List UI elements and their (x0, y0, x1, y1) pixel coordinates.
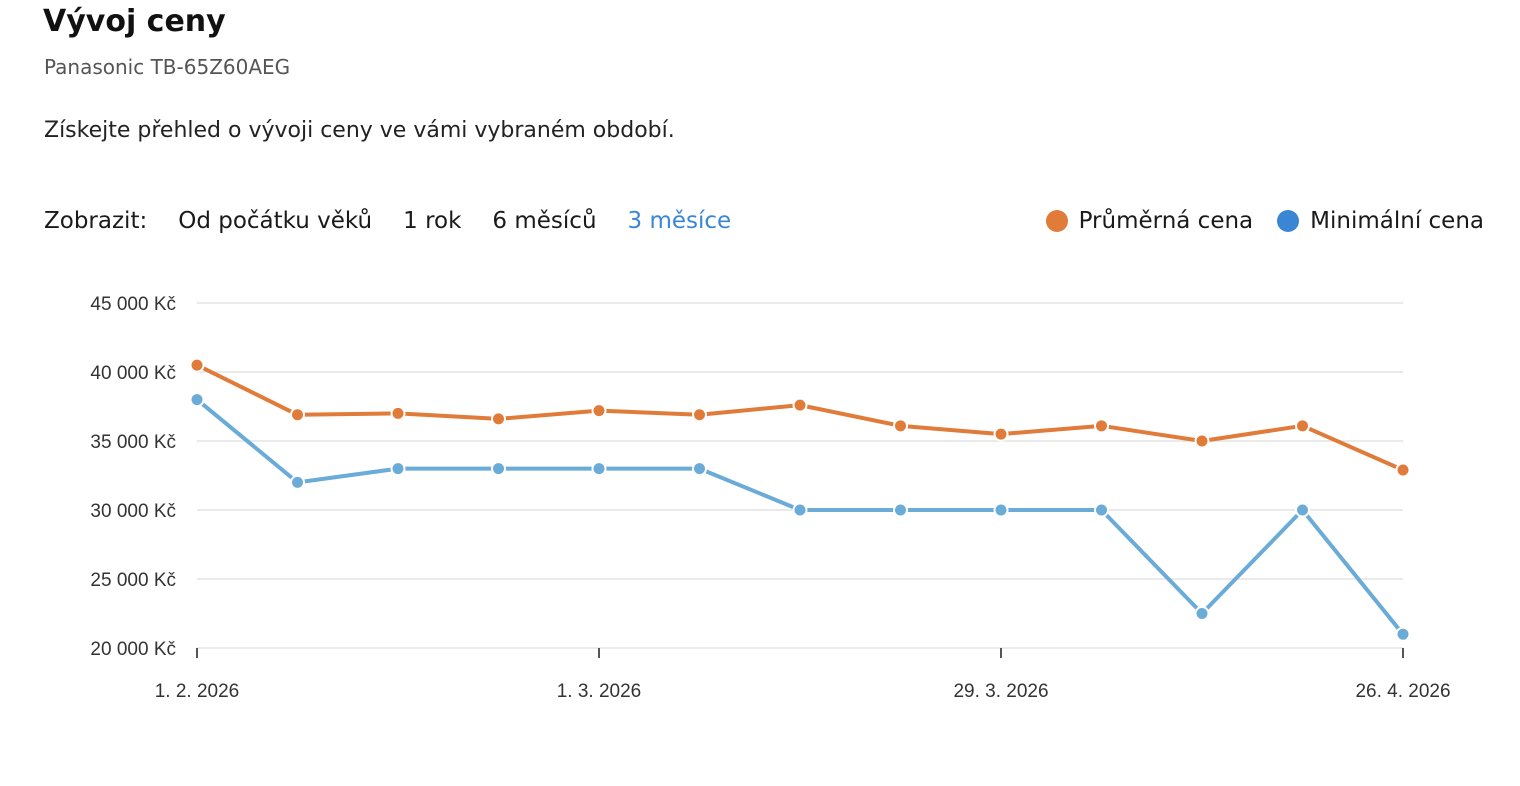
data-point-average-price (290, 407, 305, 423)
data-point-average-price (893, 418, 908, 434)
data-point-average-price (1194, 433, 1210, 449)
data-point-average-price (792, 397, 808, 413)
series-line-average-price (195, 363, 1405, 472)
data-point-minimum-price (189, 392, 205, 408)
page-title: Vývoj ceny (43, 4, 226, 39)
chart-legend: Průměrná cena Minimální cena (1022, 203, 1484, 239)
data-point-minimum-price (692, 461, 707, 477)
legend-marker-average-price (1045, 210, 1068, 232)
legend-marker-minimum-price (1277, 210, 1300, 232)
data-point-average-price (390, 405, 406, 421)
x-tick-label: 26. 4. 2026 (1355, 681, 1450, 702)
range-option-all-time[interactable]: Od počátku věků (178, 208, 373, 234)
product-name: Panasonic TB-65Z60AEG (44, 55, 291, 79)
y-tick-label: 30 000 Kč (90, 501, 176, 522)
data-point-minimum-price (792, 502, 808, 518)
data-point-average-price (491, 411, 506, 427)
data-point-minimum-price (1295, 502, 1310, 518)
data-point-average-price (1395, 462, 1411, 478)
data-point-minimum-price (390, 461, 406, 477)
x-tick-label: 1. 3. 2026 (557, 681, 642, 702)
data-point-average-price (1295, 418, 1310, 434)
data-point-minimum-price (491, 461, 506, 477)
data-point-minimum-price (1395, 626, 1411, 642)
legend-item-minimum-price[interactable]: Minimální cena (1277, 208, 1484, 234)
data-point-minimum-price (1194, 606, 1210, 621)
data-point-minimum-price (1094, 502, 1109, 518)
range-option-3-months[interactable]: 3 měsíce (627, 208, 732, 234)
range-option-6-months[interactable]: 6 měsíců (492, 208, 597, 234)
y-tick-label: 45 000 Kč (90, 294, 176, 315)
data-point-minimum-price (893, 502, 908, 518)
data-point-average-price (993, 426, 1009, 442)
data-point-average-price (692, 407, 707, 423)
data-point-average-price (189, 357, 205, 373)
y-tick-label: 25 000 Kč (90, 570, 176, 591)
description-text: Získejte přehled o vývoji ceny ve vámi v… (44, 118, 675, 143)
range-option-1-year[interactable]: 1 rok (403, 208, 462, 234)
legend-label-minimum-price: Minimální cena (1310, 208, 1484, 234)
range-label: Zobrazit: (44, 208, 148, 234)
data-point-minimum-price (993, 502, 1009, 518)
x-tick-label: 29. 3. 2026 (953, 681, 1048, 702)
data-point-minimum-price (290, 474, 305, 490)
data-point-minimum-price (591, 461, 607, 477)
x-tick-label: 1. 2. 2026 (155, 681, 240, 702)
data-point-average-price (591, 403, 607, 419)
legend-label-average-price: Průměrná cena (1078, 208, 1254, 234)
data-point-average-price (1094, 418, 1109, 434)
y-tick-label: 20 000 Kč (90, 639, 176, 660)
y-tick-label: 35 000 Kč (90, 432, 176, 453)
y-tick-label: 40 000 Kč (90, 363, 176, 384)
range-selector: Zobrazit: Od počátku věků 1 rok 6 měsíců… (44, 203, 762, 239)
legend-item-average-price[interactable]: Průměrná cena (1045, 208, 1254, 234)
